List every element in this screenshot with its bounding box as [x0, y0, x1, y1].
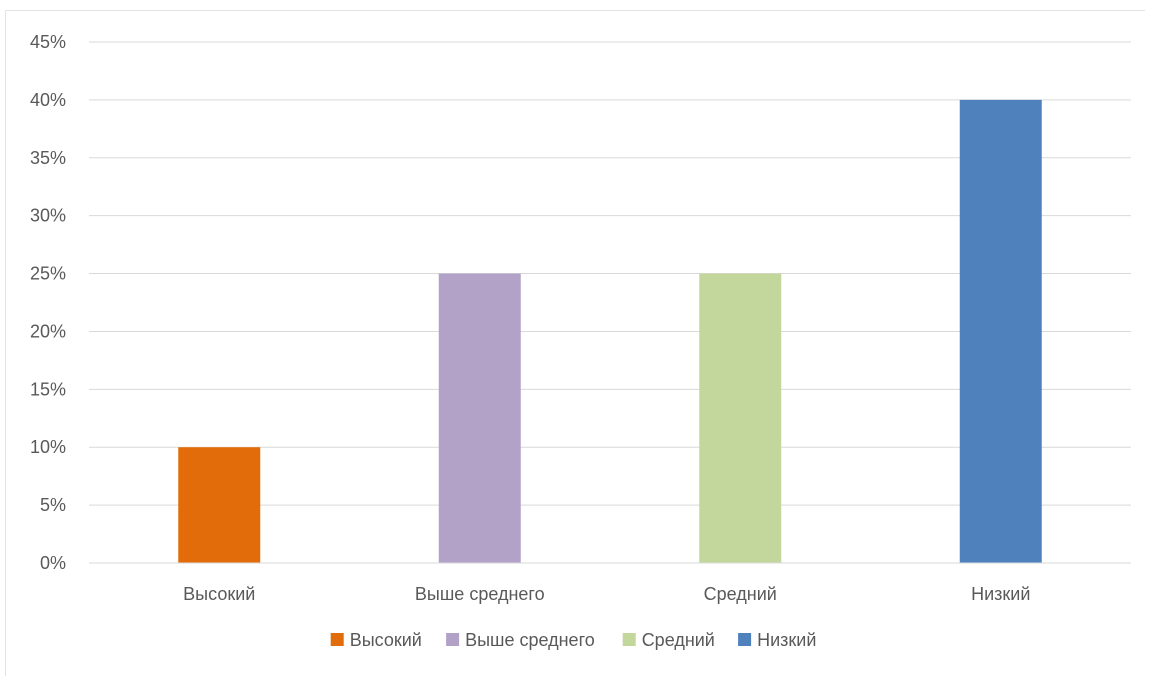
y-tick-label: 40%	[30, 90, 66, 110]
legend-label: Высокий	[350, 630, 422, 650]
x-tick-label: Средний	[704, 584, 777, 604]
legend-swatch	[330, 633, 344, 646]
bar	[699, 273, 782, 563]
y-tick-label: 10%	[30, 437, 66, 457]
x-tick-label: Низкий	[971, 584, 1030, 604]
bar	[959, 99, 1042, 563]
gridlines	[89, 41, 1131, 506]
bar	[438, 273, 521, 563]
y-tick-label: 30%	[30, 206, 66, 226]
y-tick-label: 0%	[40, 553, 66, 573]
y-tick-label: 5%	[40, 495, 66, 515]
y-tick-label: 35%	[30, 148, 66, 168]
y-tick-label: 15%	[30, 379, 66, 399]
x-tick-label: Высокий	[183, 584, 255, 604]
y-tick-label: 25%	[30, 264, 66, 284]
legend: Высокий Выше среднего Средний Низкий	[330, 630, 816, 650]
bar	[178, 447, 261, 563]
legend-swatch	[622, 633, 636, 646]
y-tick-label: 45%	[30, 32, 66, 52]
legend-swatch	[738, 633, 752, 646]
legend-swatch	[446, 633, 460, 646]
y-axis-tick-labels: 0% 5% 10% 15% 20% 25% 30% 35% 40% 45%	[30, 32, 66, 573]
legend-label: Низкий	[757, 630, 816, 650]
legend-label: Средний	[642, 630, 715, 650]
y-tick-label: 20%	[30, 321, 66, 341]
chart-frame	[5, 10, 1145, 676]
x-axis-tick-labels: Высокий Выше среднего Средний Низкий	[183, 584, 1030, 604]
legend-label: Выше среднего	[465, 630, 595, 650]
bars	[178, 99, 1042, 563]
x-tick-label: Выше среднего	[415, 584, 545, 604]
